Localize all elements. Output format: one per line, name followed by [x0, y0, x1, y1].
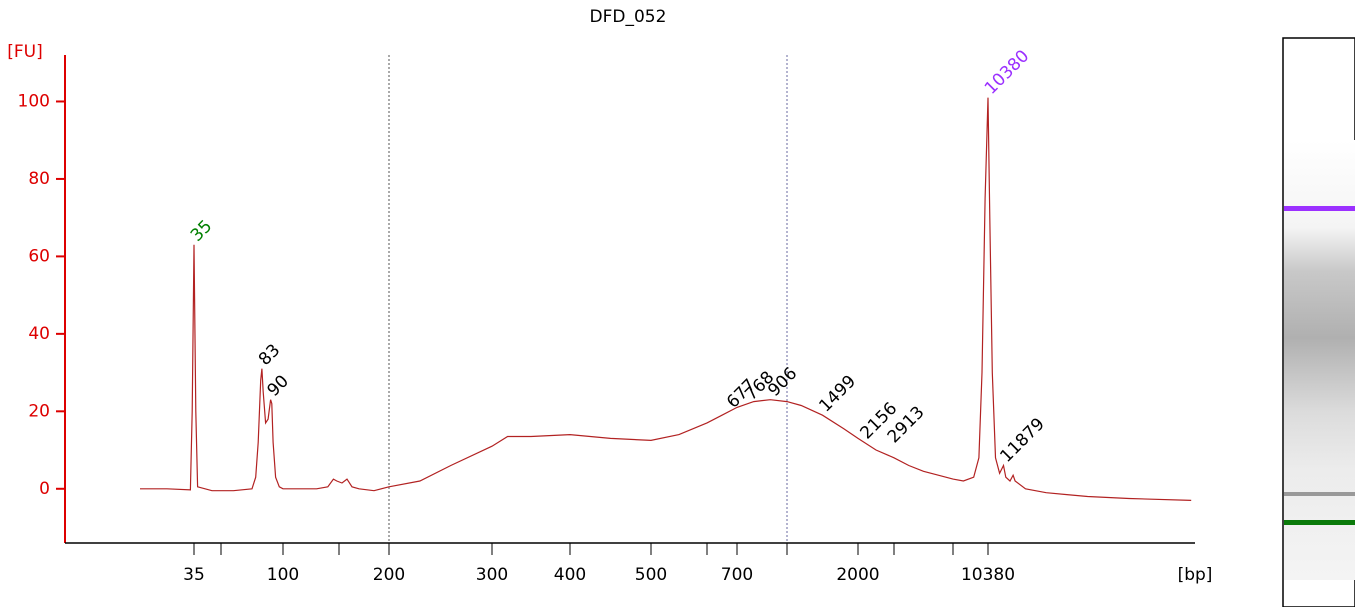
peak-label: 83 — [255, 340, 284, 369]
y-tick-label: 0 — [39, 479, 50, 499]
x-tick-label: 35 — [183, 565, 205, 585]
gel-smear — [1284, 140, 1355, 580]
y-tick-label: 20 — [28, 401, 50, 421]
y-tick-label: 100 — [18, 91, 50, 111]
y-axis-label: [FU] — [7, 42, 43, 62]
x-tick-label: 500 — [635, 565, 667, 585]
x-tick-label: 2000 — [836, 565, 879, 585]
gel-band — [1284, 520, 1355, 525]
x-tick-label: 100 — [267, 565, 299, 585]
y-tick-label: 60 — [28, 246, 50, 266]
x-tick-label: 400 — [554, 565, 586, 585]
chart-title: DFD_052 — [590, 7, 667, 27]
trace — [140, 97, 1192, 501]
gel-band — [1284, 206, 1355, 211]
peak-label: 90 — [264, 371, 293, 400]
peak-label: 11879 — [996, 414, 1048, 466]
y-tick-label: 80 — [28, 169, 50, 189]
peak-label: 35 — [187, 216, 216, 245]
x-tick-label: 10380 — [961, 565, 1015, 585]
peak-label: 1499 — [815, 372, 860, 417]
peak-label: 906 — [764, 364, 801, 401]
gel-band — [1284, 492, 1355, 496]
y-tick-label: 40 — [28, 324, 50, 344]
x-axis-label: [bp] — [1178, 565, 1213, 585]
peak-label: 10380 — [981, 46, 1033, 98]
x-tick-label: 700 — [721, 565, 753, 585]
x-tick-label: 200 — [373, 565, 405, 585]
gel-lane — [1282, 37, 1355, 608]
x-tick-label: 300 — [476, 565, 508, 585]
